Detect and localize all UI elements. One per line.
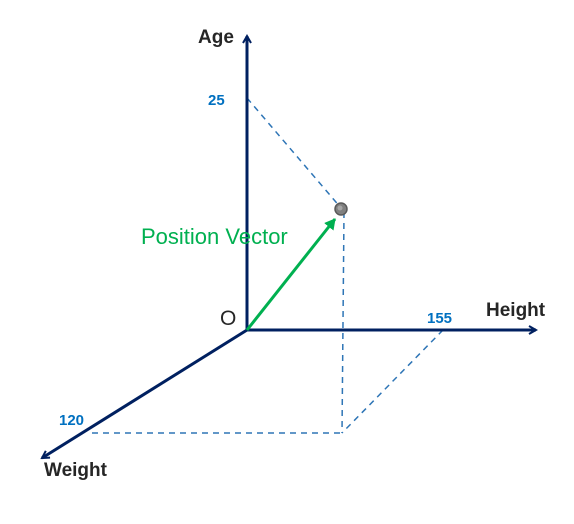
weight-tick-label: 120	[59, 412, 84, 429]
projection-guides	[92, 97, 444, 434]
guide-height-to-floor	[341, 329, 444, 434]
position-vector-arrow	[245, 218, 337, 331]
guide-age-to-point	[246, 97, 342, 209]
origin-label: O	[220, 307, 236, 330]
age-tick-label: 25	[208, 92, 225, 109]
data-point-highlight	[337, 205, 343, 211]
height-axis-label: Height	[486, 300, 546, 321]
height-tick-label: 155	[427, 310, 452, 327]
guide-point-to-floor	[341, 211, 345, 434]
weight-axis	[42, 328, 248, 460]
age-axis-label: Age	[198, 27, 234, 48]
weight-axis-label: Weight	[44, 460, 108, 481]
position-vector-label: Position Vector	[141, 224, 288, 249]
